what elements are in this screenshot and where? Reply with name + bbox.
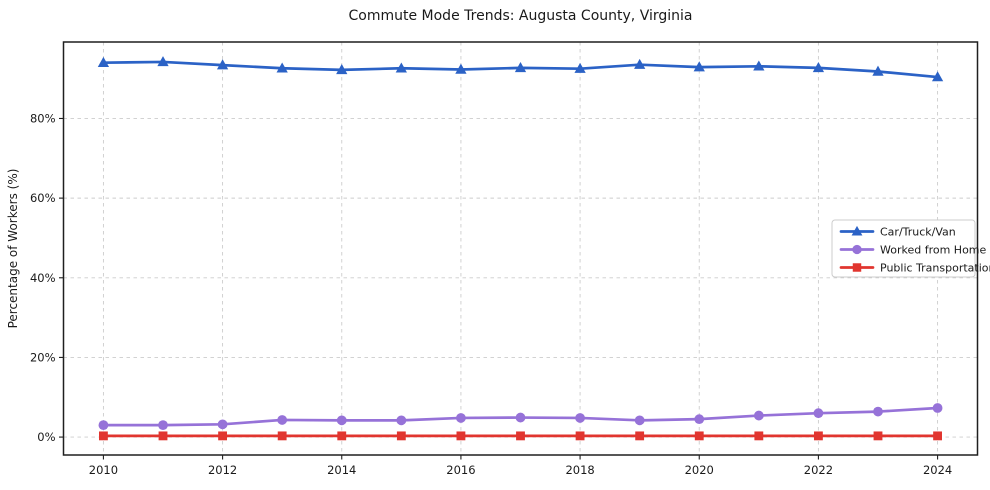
car-truck-van-marker xyxy=(693,61,705,72)
series-worked-from-home xyxy=(98,403,943,431)
y-tick-label: 40% xyxy=(30,271,56,285)
x-tick-label: 2022 xyxy=(804,463,833,477)
car-truck-van-marker xyxy=(753,60,765,71)
public-transportation-marker xyxy=(813,431,823,441)
car-truck-van-marker xyxy=(931,71,944,82)
worked-from-home-marker xyxy=(277,415,288,425)
legend-public-transportation-label: Public Transportation xyxy=(880,261,990,274)
worked-from-home-marker xyxy=(98,420,109,431)
x-tick-label: 2014 xyxy=(327,463,356,477)
worked-from-home-marker xyxy=(515,412,526,423)
car-truck-van-marker xyxy=(514,62,527,73)
public-transportation-marker xyxy=(754,431,764,441)
y-tick-label: 20% xyxy=(30,350,56,364)
car-truck-van-marker xyxy=(216,59,229,70)
legend-worked-from-home-marker xyxy=(852,244,862,255)
worked-from-home-marker xyxy=(217,419,228,430)
y-tick-label: 80% xyxy=(30,111,56,125)
car-truck-van-marker xyxy=(157,56,169,67)
worked-from-home-marker xyxy=(932,403,943,413)
car-truck-van-marker xyxy=(812,62,825,73)
x-tick-label: 2012 xyxy=(208,463,237,477)
public-transportation-marker xyxy=(575,431,585,441)
public-transportation-marker xyxy=(99,431,108,441)
worked-from-home-marker xyxy=(634,415,645,426)
public-transportation-marker xyxy=(337,431,347,441)
public-transportation-marker xyxy=(218,431,228,441)
worked-from-home-marker xyxy=(396,415,407,426)
public-transportation-marker xyxy=(873,431,883,441)
legend-worked-from-home-label: Worked from Home xyxy=(880,243,987,256)
plot-area xyxy=(63,42,978,455)
chart-title: Commute Mode Trends: Augusta County, Vir… xyxy=(349,8,693,24)
worked-from-home-marker xyxy=(694,414,705,425)
car-truck-van-marker xyxy=(574,62,586,73)
x-tick-label: 2016 xyxy=(446,463,475,477)
public-transportation-marker xyxy=(516,431,525,441)
x-tick-label: 2020 xyxy=(685,463,714,477)
x-tick-label: 2018 xyxy=(565,463,594,477)
worked-from-home-marker xyxy=(456,413,466,423)
legend-box xyxy=(831,219,976,278)
car-truck-van-marker xyxy=(97,56,110,67)
x-tick-label: 2024 xyxy=(923,463,952,477)
public-transportation-marker xyxy=(635,431,645,441)
x-tick-label: 2010 xyxy=(89,463,118,477)
public-transportation-marker xyxy=(933,431,942,441)
car-truck-van-marker xyxy=(276,62,288,73)
public-transportation-marker xyxy=(158,431,168,441)
public-transportation-marker xyxy=(396,431,406,441)
worked-from-home-marker xyxy=(813,408,824,419)
worked-from-home-marker xyxy=(873,406,883,417)
legend-public-transportation-marker xyxy=(852,263,862,272)
car-truck-van-marker xyxy=(395,62,407,73)
car-truck-van-marker xyxy=(634,58,646,69)
legend-car-truck-van-marker xyxy=(851,225,863,236)
legend-car-truck-van-label: Car/Truck/Van xyxy=(880,225,956,238)
series-public-transportation xyxy=(99,431,942,441)
car-truck-van-marker xyxy=(336,64,348,75)
worked-from-home-marker xyxy=(158,420,168,431)
legend: Car/Truck/Van Worked from Home Public Tran… xyxy=(831,219,990,278)
plot-border xyxy=(62,41,979,456)
worked-from-home-marker xyxy=(753,410,764,421)
y-axis: 0% 20% 40% 60% 80% xyxy=(30,111,64,444)
y-tick-label: 0% xyxy=(37,430,55,444)
public-transportation-marker xyxy=(277,431,287,441)
y-axis-label: Percentage of Workers (%) xyxy=(6,169,20,329)
y-tick-label: 60% xyxy=(30,191,56,205)
car-truck-van-marker xyxy=(872,65,884,76)
worked-from-home-marker xyxy=(575,413,585,423)
x-axis: 2010 2012 2014 2016 2018 2020 2022 2024 xyxy=(89,455,952,477)
public-transportation-marker xyxy=(694,431,704,441)
car-truck-van-marker xyxy=(455,63,467,74)
worked-from-home-marker xyxy=(336,415,347,426)
series-car-truck-van xyxy=(97,56,944,82)
public-transportation-marker xyxy=(456,431,466,441)
